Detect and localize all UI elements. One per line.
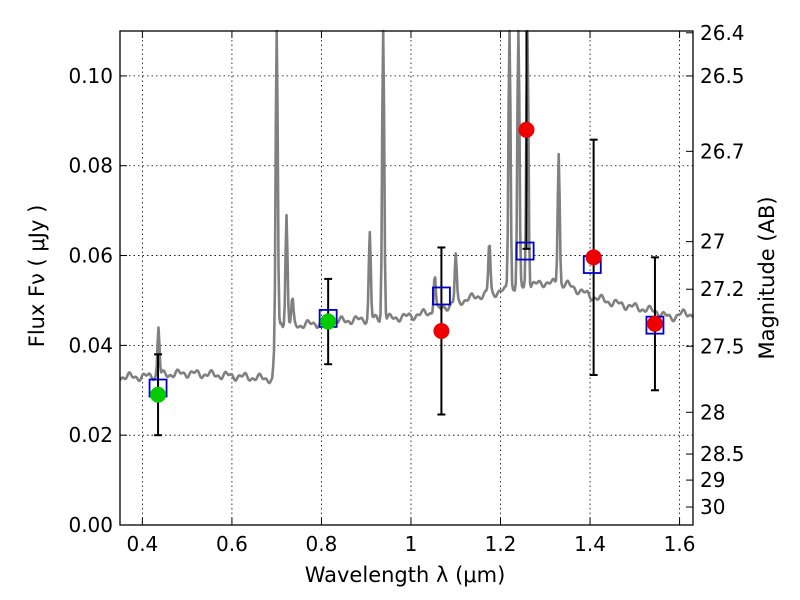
right-tick-label: 27.5 bbox=[700, 334, 745, 358]
plot-frame bbox=[119, 30, 694, 526]
model-photometry-square bbox=[432, 286, 451, 306]
right-tick-label: 30 bbox=[700, 495, 725, 519]
model-photometry-square bbox=[515, 241, 535, 261]
axis-ticks bbox=[120, 31, 693, 526]
photometry-markers bbox=[148, 121, 665, 403]
y-tick-label: 0.06 bbox=[68, 244, 113, 268]
x-tick-label: 0.4 bbox=[126, 532, 158, 556]
observed-flux-point bbox=[585, 249, 602, 266]
x-tick-label: 0.8 bbox=[306, 532, 338, 556]
y-tick-label: 0.08 bbox=[68, 154, 113, 178]
y-tick-label: 0.00 bbox=[68, 513, 113, 537]
x-axis-label: Wavelength λ (μm) bbox=[305, 563, 506, 587]
x-tick-label: 1.4 bbox=[574, 532, 606, 556]
right-tick-label: 28 bbox=[700, 400, 725, 424]
right-tick-label: 26.5 bbox=[700, 64, 745, 88]
right-tick-label: 29 bbox=[700, 468, 725, 492]
x-tick-label: 1 bbox=[405, 532, 418, 556]
observed-flux-point bbox=[320, 313, 337, 330]
y-tick-label: 0.04 bbox=[68, 333, 113, 357]
x-tick-label: 1.6 bbox=[664, 532, 696, 556]
observed-flux-point bbox=[646, 315, 663, 332]
right-tick-label: 26.7 bbox=[700, 139, 745, 163]
observed-flux-point bbox=[518, 121, 535, 138]
observed-flux-point bbox=[150, 386, 167, 403]
spectrum-line bbox=[119, 29, 694, 385]
right-tick-label: 27 bbox=[700, 230, 725, 254]
right-axis-label: Magnitude (AB) bbox=[755, 196, 779, 359]
x-tick-label: 0.6 bbox=[216, 532, 248, 556]
right-tick-label: 27.2 bbox=[700, 277, 745, 301]
y-axis-label: Flux Fν ( μJy ) bbox=[25, 205, 49, 348]
axis-tick-labels: 0.4 0.6 0.8 1 1.2 1.4 1.6 0.00 0.02 0.04 0.06 0.08 0… bbox=[68, 21, 744, 556]
y-tick-label: 0.10 bbox=[68, 64, 113, 88]
right-tick-label: 26.4 bbox=[700, 21, 745, 45]
spectrum-series bbox=[119, 29, 694, 385]
right-tick-label: 28.5 bbox=[700, 442, 745, 466]
observed-flux-point bbox=[433, 322, 450, 339]
y-tick-label: 0.02 bbox=[68, 423, 113, 447]
x-tick-label: 1.2 bbox=[485, 532, 517, 556]
